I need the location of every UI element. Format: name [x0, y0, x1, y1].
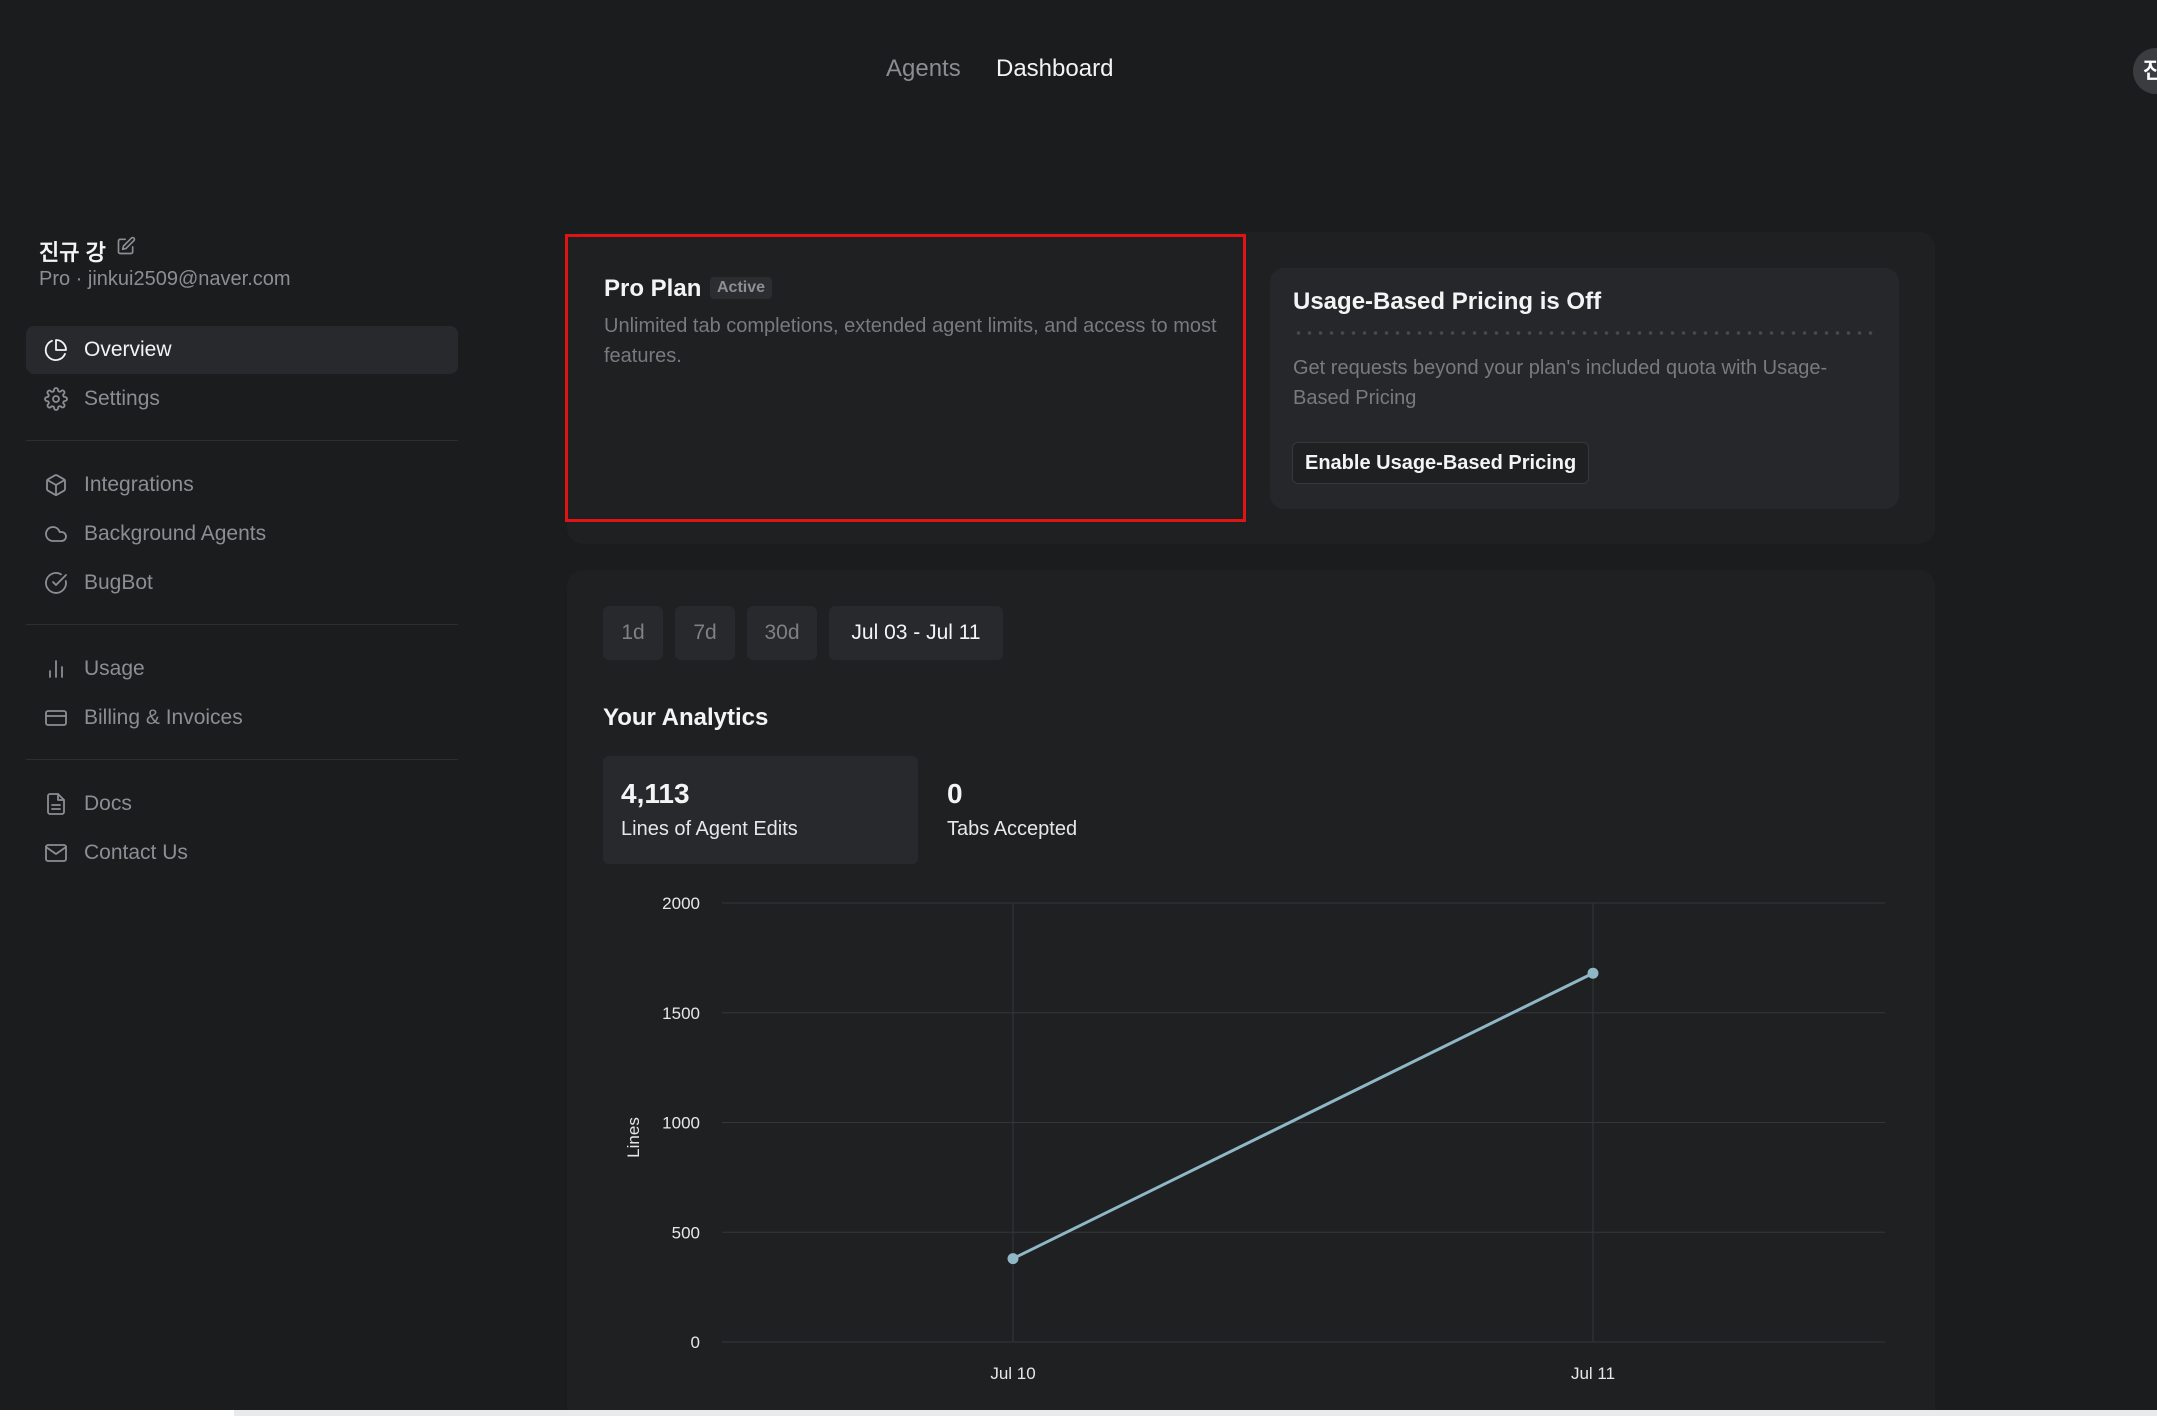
sidebar-divider	[26, 624, 458, 625]
check-circle-icon	[45, 572, 67, 594]
scrollbar-thumb[interactable]	[0, 1410, 234, 1416]
range-1d-button[interactable]: 1d	[603, 606, 663, 660]
sidebar-item-docs[interactable]: Docs	[26, 780, 458, 828]
document-icon	[47, 793, 65, 815]
y-tick-label: 2000	[662, 894, 700, 913]
y-tick-label: 500	[672, 1223, 700, 1242]
sidebar-item-label: Integrations	[84, 473, 194, 496]
bar-chart-icon	[49, 660, 63, 678]
profile-subtitle: Pro · jinkui2509@naver.com	[39, 268, 291, 290]
sidebar-item-label: Background Agents	[84, 522, 267, 545]
sidebar-item-overview[interactable]: Overview	[26, 326, 458, 374]
sidebar-item-background-agents[interactable]: Background Agents	[26, 510, 458, 558]
stat-label: Lines of Agent Edits	[621, 818, 798, 840]
horizontal-scrollbar[interactable]	[0, 1410, 2157, 1416]
sidebar-item-integrations[interactable]: Integrations	[26, 461, 458, 509]
line-chart: 0 500 1000 1500 2000 Jul 10 Jul 11 Lines	[624, 894, 1885, 1383]
sidebar: Overview Settings Integrations Backgroun…	[26, 326, 458, 878]
usage-pricing-description: Get requests beyond your plan's included…	[1293, 357, 1828, 409]
sidebar-divider	[26, 759, 458, 760]
sidebar-item-label: Contact Us	[84, 841, 188, 864]
sidebar-item-label: Settings	[84, 387, 160, 410]
data-point	[1587, 967, 1599, 979]
avatar[interactable]: 진	[2133, 48, 2157, 94]
mail-icon	[45, 844, 67, 862]
profile-name: 진규 강	[39, 240, 106, 265]
sidebar-item-usage[interactable]: Usage	[26, 645, 458, 693]
nav-dashboard-link[interactable]: Dashboard	[996, 55, 1114, 82]
dotted-divider	[1293, 331, 1875, 335]
y-tick-label: 1500	[662, 1004, 700, 1023]
range-30d-button[interactable]: 30d	[747, 606, 817, 660]
pie-chart-icon	[44, 339, 67, 361]
sidebar-item-label: Billing & Invoices	[84, 706, 243, 729]
top-nav: Agents Dashboard 진	[0, 0, 2157, 140]
sidebar-item-settings[interactable]: Settings	[26, 375, 458, 423]
cube-icon	[46, 474, 66, 496]
nav-agents-link[interactable]: Agents	[886, 55, 961, 82]
sidebar-item-contact[interactable]: Contact Us	[26, 829, 458, 877]
data-point	[1007, 1253, 1019, 1265]
sidebar-item-label: Overview	[84, 338, 172, 361]
sidebar-item-bugbot[interactable]: BugBot	[26, 559, 458, 607]
sidebar-item-label: Docs	[84, 792, 132, 815]
x-tick-label: Jul 10	[990, 1364, 1035, 1383]
status-badge: Active	[710, 277, 773, 299]
usage-pricing-card: Usage-Based Pricing is Off Get requests …	[1270, 268, 1899, 509]
sidebar-item-label: Usage	[84, 657, 145, 680]
range-7d-button[interactable]: 7d	[675, 606, 735, 660]
stat-agent-edits[interactable]: 4,113 Lines of Agent Edits	[603, 756, 918, 864]
stat-tabs-accepted[interactable]: 0 Tabs Accepted	[929, 756, 1169, 864]
analytics-panel: 1d 7d 30d Jul 03 - Jul 11 Your Analytics…	[567, 570, 1935, 1416]
pro-plan-card: Pro Plan Active Unlimited tab completion…	[565, 234, 1246, 522]
sidebar-divider	[26, 440, 458, 441]
analytics-title: Your Analytics	[603, 704, 769, 731]
credit-card-icon	[45, 710, 67, 726]
cloud-icon	[45, 526, 67, 542]
enable-usage-pricing-button[interactable]: Enable Usage-Based Pricing	[1292, 442, 1590, 484]
gear-icon	[44, 387, 68, 411]
usage-pricing-title: Usage-Based Pricing is Off	[1293, 288, 1602, 315]
plan-description: Unlimited tab completions, extended agen…	[604, 315, 1217, 367]
y-axis-label: Lines	[624, 1117, 643, 1158]
range-custom-button[interactable]: Jul 03 - Jul 11	[829, 606, 1003, 660]
y-tick-label: 0	[691, 1333, 700, 1352]
stat-value: 0	[947, 778, 963, 809]
plan-title: Pro Plan	[604, 275, 702, 302]
stat-value: 4,113	[621, 778, 690, 809]
stat-label: Tabs Accepted	[947, 818, 1078, 840]
sidebar-item-label: BugBot	[84, 571, 153, 594]
y-tick-label: 1000	[662, 1114, 700, 1133]
sidebar-item-billing[interactable]: Billing & Invoices	[26, 694, 458, 742]
edit-icon[interactable]	[116, 236, 136, 256]
x-tick-label: Jul 11	[1571, 1364, 1615, 1383]
series-line	[1012, 971, 1594, 1260]
